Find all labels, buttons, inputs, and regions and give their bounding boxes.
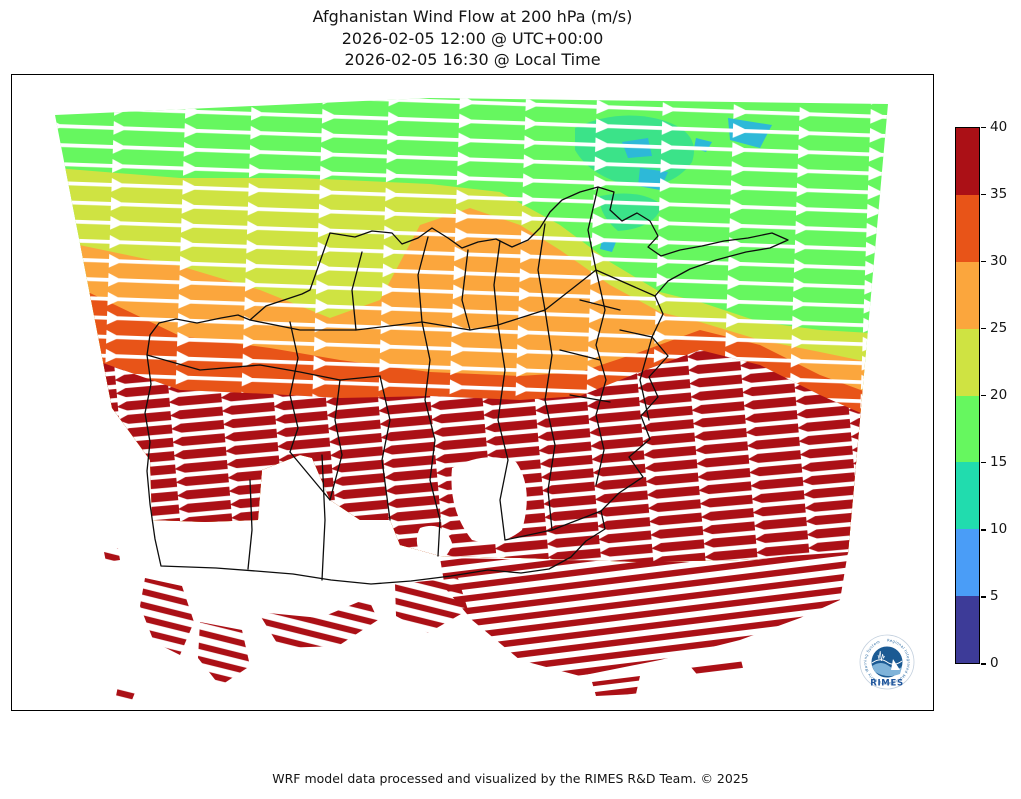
colorbar-tick-label: 15 (990, 454, 1008, 470)
chart-title: Afghanistan Wind Flow at 200 hPa (m/s) 2… (11, 6, 934, 71)
province-line (289, 321, 299, 453)
colorbar-tick-label: 25 (990, 320, 1008, 336)
colorbar-tick-label: 30 (990, 253, 1008, 269)
province-line (146, 354, 381, 381)
striped-patch (395, 578, 468, 633)
colorbar-tick-label: 0 (990, 655, 999, 671)
province-line (351, 251, 363, 331)
province-line (569, 394, 611, 403)
colorbar-segment-25-30 (956, 261, 979, 329)
striped-patch (198, 622, 250, 686)
colorbar-segment-20-25 (956, 328, 979, 396)
striped-patch (140, 578, 194, 655)
province-line (559, 349, 601, 361)
colorbar-tick-label: 40 (990, 119, 1008, 135)
striped-south-edge (104, 548, 848, 700)
masked-area (451, 457, 527, 543)
province-line (595, 269, 607, 486)
striped-patch (116, 686, 136, 700)
title-line-2: 2026-02-05 12:00 @ UTC+00:00 (341, 28, 604, 48)
colorbar-segment-15-20 (956, 395, 979, 463)
credit-caption: WRF model data processed and visualized … (272, 771, 749, 786)
colorbar-segment-30-35 (956, 194, 979, 262)
province-line (619, 329, 653, 338)
colorbar-tick (981, 327, 986, 330)
province-line (249, 269, 656, 331)
province-line (537, 223, 546, 311)
rimes-logo: Regional Integrated Multi-Hazard Early W… (859, 634, 915, 690)
country-outline (144, 186, 789, 585)
colorbar-tick (981, 260, 986, 263)
province-line (421, 321, 441, 557)
colorbar (955, 127, 980, 664)
colorbar-tick (981, 663, 986, 665)
logo-wordmark: RIMES (870, 679, 904, 689)
province-line (247, 479, 253, 570)
colorbar-segment-10-15 (956, 462, 979, 530)
colorbar-tick (981, 529, 986, 531)
logo-wave (872, 663, 902, 677)
colorbar-segment-5-10 (956, 529, 979, 597)
colorbar-tick-label: 5 (990, 588, 999, 604)
colorbar-tick (981, 462, 986, 464)
province-line (497, 324, 509, 541)
province-line (587, 186, 599, 271)
colorbar-tick-label: 20 (990, 387, 1008, 403)
province-line (579, 299, 621, 311)
wind-speed-field (55, 98, 888, 562)
colorbar-tick-label: 10 (990, 521, 1008, 537)
province-boundaries (144, 186, 789, 585)
province-line (493, 240, 501, 326)
colorbar-tick (981, 126, 986, 128)
striped-patch (592, 676, 640, 696)
province-line (544, 309, 556, 531)
striped-patch (104, 548, 120, 562)
province-line (639, 336, 653, 421)
logo-sail-icon (891, 659, 900, 670)
map-content: Regional Integrated Multi-Hazard Early W… (55, 98, 915, 700)
colorbar-segment-35-40 (956, 128, 979, 195)
logo-wave-line (871, 659, 903, 665)
province-line (504, 510, 602, 541)
province-line (461, 249, 471, 331)
colorbar-tick (981, 395, 986, 397)
masked-area (416, 525, 452, 561)
colorbar-tick (981, 193, 986, 196)
province-line (329, 379, 343, 501)
colorbar-tick (981, 596, 986, 598)
title-line-1: Afghanistan Wind Flow at 200 hPa (m/s) (312, 7, 633, 26)
logo-seismogram-icon (877, 650, 885, 662)
province-line (379, 375, 391, 521)
striped-patch (690, 656, 744, 678)
colorbar-tick-label: 35 (990, 186, 1008, 202)
title-line-3: 2026-02-05 16:30 @ Local Time (344, 50, 601, 69)
striped-patch (258, 598, 378, 648)
striped-patch (440, 552, 848, 676)
province-line (417, 236, 429, 323)
colorbar-segment-0-5 (956, 596, 979, 663)
province-line (321, 454, 326, 581)
